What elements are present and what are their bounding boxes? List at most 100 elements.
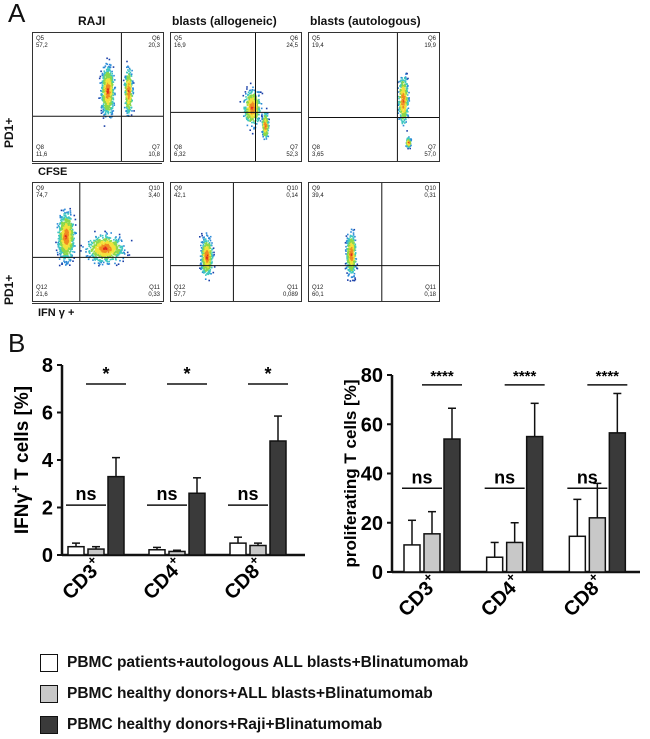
event-dot <box>403 108 406 110</box>
event-dot <box>206 234 208 236</box>
event-dot <box>95 250 97 252</box>
event-dot <box>203 255 206 258</box>
event-dot <box>67 220 70 223</box>
event-dot <box>109 244 112 246</box>
event-dot <box>107 101 109 103</box>
event-dot <box>113 245 115 247</box>
event-dot <box>103 114 105 116</box>
event-dot <box>106 106 109 109</box>
event-dot <box>200 250 202 252</box>
event-dot <box>255 109 258 111</box>
event-dot <box>125 106 128 109</box>
event-dot <box>202 252 204 255</box>
event-dot <box>110 89 112 91</box>
event-dot <box>260 103 263 105</box>
event-dot <box>104 246 107 249</box>
event-dot <box>263 132 266 134</box>
event-dot <box>401 81 404 83</box>
event-dot <box>61 235 64 237</box>
bar <box>67 545 85 556</box>
event-dot <box>63 236 65 239</box>
event-dot <box>346 239 348 242</box>
event-dot <box>110 116 112 119</box>
event-dot <box>404 103 407 105</box>
event-dot <box>199 255 202 257</box>
event-dot <box>105 248 108 250</box>
event-dot <box>247 114 249 116</box>
event-dot <box>98 254 100 257</box>
event-dot <box>199 267 201 269</box>
event-dot <box>204 278 207 280</box>
event-dot <box>61 225 64 227</box>
flow-plot-allogeneic-cfse: Q5 16,9 Q6 24,5 Q8 6,32 Q7 52,3 <box>170 32 302 162</box>
significance-label: * <box>183 364 190 384</box>
event-dot <box>399 80 402 83</box>
event-dot <box>256 99 259 102</box>
event-dot <box>406 90 408 93</box>
event-dot <box>206 273 208 275</box>
event-dot <box>88 243 90 245</box>
event-dot <box>246 115 249 118</box>
event-dot <box>62 210 65 212</box>
event-dot <box>106 244 109 246</box>
event-dot <box>89 239 92 242</box>
event-dot <box>72 239 75 241</box>
event-dot <box>64 213 67 215</box>
event-dot <box>101 234 104 237</box>
event-dot <box>105 236 107 238</box>
event-dot <box>107 79 110 82</box>
event-dot <box>102 117 105 119</box>
event-dot <box>70 255 72 257</box>
event-dot <box>114 237 117 239</box>
event-dot <box>105 90 108 92</box>
event-dot <box>104 252 107 254</box>
row-label-pd1-top: PD1+ <box>2 117 16 148</box>
event-dot <box>344 267 347 270</box>
y-tick-label: 8 <box>42 355 53 377</box>
event-dot <box>203 272 205 274</box>
event-dot <box>344 249 347 251</box>
event-dot <box>71 224 74 226</box>
event-dot <box>106 95 109 98</box>
event-dot <box>64 255 67 257</box>
event-dot <box>122 260 124 263</box>
category-label: CD3+ <box>55 552 107 604</box>
event-dot <box>406 130 408 132</box>
event-dot <box>397 95 400 98</box>
event-dot <box>107 90 110 92</box>
event-dot <box>126 79 129 82</box>
event-dot <box>108 240 111 243</box>
event-dot <box>126 84 129 86</box>
event-dot <box>93 242 95 244</box>
event-dot <box>108 263 111 265</box>
event-dot <box>113 87 116 90</box>
event-dot <box>352 279 354 282</box>
event-dot <box>67 262 69 265</box>
quadrant-name: Q7 <box>289 145 298 151</box>
event-dot <box>129 95 132 98</box>
event-dot <box>203 271 206 273</box>
event-dot <box>200 259 202 261</box>
event-dot <box>243 115 245 117</box>
event-dot <box>115 236 117 238</box>
event-dot <box>352 246 354 248</box>
event-dot <box>265 113 268 115</box>
event-dot <box>109 240 112 242</box>
event-dot <box>109 252 111 255</box>
event-dot <box>99 246 102 249</box>
event-dot <box>95 248 97 250</box>
event-dot <box>203 239 205 241</box>
quadrant-value: 0,18 <box>424 292 436 298</box>
event-dot <box>57 245 60 248</box>
event-dot <box>62 245 65 248</box>
event-dot <box>105 103 107 105</box>
event-dot <box>89 255 91 258</box>
event-dot <box>267 122 269 124</box>
event-dot <box>263 125 265 127</box>
event-dot <box>265 120 268 123</box>
event-dot <box>242 94 245 97</box>
event-dot <box>65 252 68 255</box>
event-dot <box>246 112 249 114</box>
event-dot <box>399 108 402 111</box>
event-dot <box>102 108 105 111</box>
